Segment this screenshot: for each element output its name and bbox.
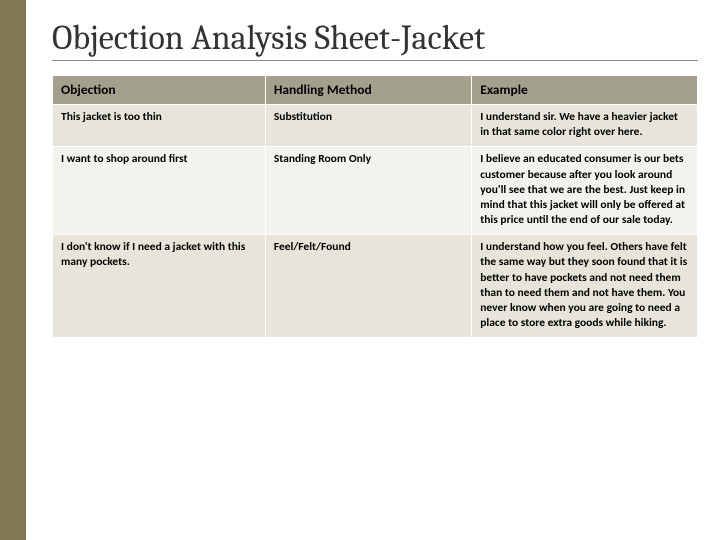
table-row: I want to shop around first Standing Roo… bbox=[53, 147, 698, 235]
table-row: This jacket is too thin Substitution I u… bbox=[53, 105, 698, 147]
cell-method: Standing Room Only bbox=[265, 147, 471, 235]
sidebar-accent bbox=[0, 0, 26, 540]
slide-content: Objection Analysis Sheet-Jacket Objectio… bbox=[26, 0, 720, 348]
cell-method: Substitution bbox=[265, 105, 471, 147]
cell-method: Feel/Felt/Found bbox=[265, 235, 471, 338]
page-title: Objection Analysis Sheet-Jacket bbox=[52, 18, 698, 58]
cell-objection: This jacket is too thin bbox=[53, 105, 266, 147]
cell-example: I understand sir. We have a heavier jack… bbox=[472, 105, 698, 147]
table-row: I don't know if I need a jacket with thi… bbox=[53, 235, 698, 338]
title-underline bbox=[52, 60, 698, 61]
table-header-row: Objection Handling Method Example bbox=[53, 76, 698, 105]
objection-table: Objection Handling Method Example This j… bbox=[52, 75, 698, 338]
column-header-method: Handling Method bbox=[265, 76, 471, 105]
cell-example: I believe an educated consumer is our be… bbox=[472, 147, 698, 235]
column-header-objection: Objection bbox=[53, 76, 266, 105]
cell-example: I understand how you feel. Others have f… bbox=[472, 235, 698, 338]
cell-objection: I don't know if I need a jacket with thi… bbox=[53, 235, 266, 338]
cell-objection: I want to shop around first bbox=[53, 147, 266, 235]
column-header-example: Example bbox=[472, 76, 698, 105]
